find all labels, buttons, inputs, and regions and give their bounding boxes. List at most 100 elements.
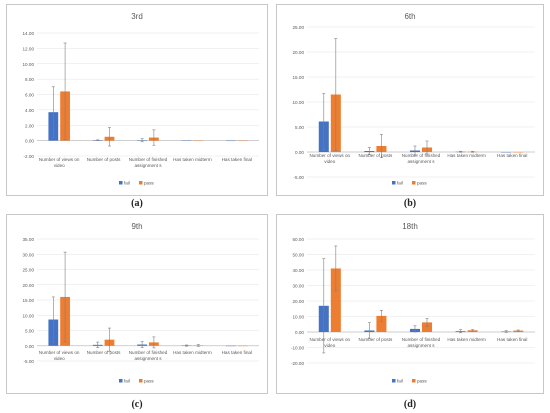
x-tick-label-line: Number of finished xyxy=(129,157,168,162)
y-tick-label: 15.00 xyxy=(293,75,305,80)
legend-swatch-pass xyxy=(139,379,143,383)
legend-label-pass: pass xyxy=(144,181,154,186)
x-tick-label: Number of finished assignment s xyxy=(129,350,168,361)
y-tick-label: 8.00 xyxy=(25,77,34,82)
x-tick-label-line: Number of views on xyxy=(309,337,350,342)
y-tick-label: 0.00 xyxy=(25,139,34,144)
x-tick-label: Number of finished assignment s xyxy=(129,157,168,168)
y-tick-label: -2.00 xyxy=(24,154,35,159)
x-tick-label-line: assignment s xyxy=(134,163,162,168)
x-tick-label-line: assignment s xyxy=(407,159,435,164)
chart-9th: 9th 35.00 30.00 25.00 20.00 15.00 10.00 5.00 0.0… xyxy=(23,222,259,384)
caption-d: (d) xyxy=(403,399,417,410)
legend-label-pass: pass xyxy=(417,379,427,384)
x-tick-label-line: Number of posts xyxy=(359,153,393,158)
chart-title: 9th xyxy=(131,222,142,231)
x-tick-label-line: Has taken final xyxy=(497,337,527,342)
caption-a: (a) xyxy=(131,198,143,209)
x-tick-label: Has taken final xyxy=(497,153,527,158)
y-tick-label: 12.00 xyxy=(23,46,35,51)
x-tick-label-line: Has taken midterm xyxy=(447,153,486,158)
x-tick-label: Number of posts xyxy=(87,157,121,162)
chart-panel-c: 9th 35.00 30.00 25.00 20.00 15.00 10.00 5.00 0.0… xyxy=(6,214,268,394)
y-tick-label: 60.00 xyxy=(293,237,305,242)
y-tick-label: 0.00 xyxy=(295,330,304,335)
y-tick-label: 2.00 xyxy=(25,123,34,128)
y-tick-label: 10.00 xyxy=(293,315,305,320)
x-tick-label: Number of finished assignment s xyxy=(402,337,441,348)
x-tick-label-line: Has taken final xyxy=(222,350,252,355)
chart-title: 18th xyxy=(402,222,418,231)
x-tick-label: Number of views on video xyxy=(309,337,350,348)
x-tick-label-line: Number of views on xyxy=(309,153,350,158)
x-tick-label: Has taken final xyxy=(497,337,527,342)
chart-6th: 6th 25.00 20.00 15.00 10.00 5.00 0.00 -5.00 Numb… xyxy=(293,12,535,186)
legend-label-fail: fail xyxy=(124,181,130,186)
chart-panel-b: 6th 25.00 20.00 15.00 10.00 5.00 0.00 -5.00 Numb… xyxy=(276,4,544,196)
legend-swatch-pass xyxy=(412,379,416,383)
legend-label-pass: pass xyxy=(144,379,154,384)
x-tick-label-line: Has taken midterm xyxy=(447,337,486,342)
x-tick-label-line: video xyxy=(54,356,65,361)
chart-panel-a: 3rd 14.00 12.00 10.00 8.00 6.00 4.00 2.00 0.00 -2… xyxy=(6,4,268,196)
x-tick-label-line: Has taken midterm xyxy=(173,350,212,355)
x-tick-label: Number of views on video xyxy=(39,157,80,168)
y-tick-label: -5.00 xyxy=(294,175,305,180)
x-tick-label-line: video xyxy=(324,343,335,348)
chart-18th: 18th 60.00 50.00 40.00 30.00 20.00 10.00 0.00 -1… xyxy=(291,222,535,384)
y-tick-label: 6.00 xyxy=(25,93,34,98)
chart-3rd: 3rd 14.00 12.00 10.00 8.00 6.00 4.00 2.00 0.00 -2… xyxy=(23,12,259,186)
y-tick-label: 30.00 xyxy=(23,252,35,257)
caption-c: (c) xyxy=(131,399,143,410)
y-tick-label: 30.00 xyxy=(293,284,305,289)
bar-pass xyxy=(422,322,433,332)
x-tick-label: Number of posts xyxy=(87,350,121,355)
x-tick-label: Number of posts xyxy=(359,153,393,158)
x-tick-label-line: Number of views on xyxy=(39,350,80,355)
y-tick-label: 5.00 xyxy=(295,125,304,130)
legend-swatch-fail xyxy=(119,181,123,185)
y-tick-label: 4.00 xyxy=(25,108,34,113)
y-tick-label: 10.00 xyxy=(23,313,35,318)
x-tick-label-line: Has taken final xyxy=(497,153,527,158)
x-tick-label: Number of finished assignment s xyxy=(402,153,441,164)
legend-label-fail: fail xyxy=(397,181,403,186)
bar-pass xyxy=(330,268,341,332)
x-tick-label-line: assignment s xyxy=(407,343,435,348)
x-tick-label: Has taken final xyxy=(222,350,252,355)
y-tick-label: 25.00 xyxy=(293,25,305,30)
y-tick-label: 20.00 xyxy=(23,283,35,288)
x-tick-label: Number of views on video xyxy=(39,350,80,361)
y-tick-label: 40.00 xyxy=(293,268,305,273)
y-tick-label: 20.00 xyxy=(293,50,305,55)
legend-swatch-pass xyxy=(412,181,416,185)
x-tick-label-line: Number of finished xyxy=(402,153,441,158)
x-tick-label: Has taken midterm xyxy=(173,350,212,355)
bar-pass xyxy=(376,315,387,332)
x-tick-label: Has taken midterm xyxy=(173,157,212,162)
y-tick-label: 0.00 xyxy=(295,150,304,155)
x-tick-label-line: Number of finished xyxy=(129,350,168,355)
y-tick-label: 0.00 xyxy=(25,344,34,349)
y-tick-label: 25.00 xyxy=(23,268,35,273)
y-tick-label: 15.00 xyxy=(23,298,35,303)
y-tick-label: -20.00 xyxy=(291,361,304,366)
x-tick-label-line: assignment s xyxy=(134,356,162,361)
x-tick-label-line: Number of posts xyxy=(359,337,393,342)
legend-swatch-fail xyxy=(119,379,123,383)
legend-label-pass: pass xyxy=(417,181,427,186)
y-tick-label: 20.00 xyxy=(293,299,305,304)
y-tick-label: 50.00 xyxy=(293,253,305,258)
x-tick-label: Has taken midterm xyxy=(447,153,486,158)
y-tick-label: 35.00 xyxy=(23,237,35,242)
x-tick-label-line: Number of views on xyxy=(39,157,80,162)
legend-swatch-pass xyxy=(139,181,143,185)
x-tick-label-line: Number of posts xyxy=(87,157,121,162)
x-tick-label: Has taken midterm xyxy=(447,337,486,342)
legend-label-fail: fail xyxy=(124,379,130,384)
y-tick-label: 14.00 xyxy=(23,31,35,36)
x-tick-label-line: Has taken final xyxy=(222,157,252,162)
y-tick-label: 10.00 xyxy=(293,100,305,105)
x-tick-label-line: Has taken midterm xyxy=(173,157,212,162)
x-tick-label-line: video xyxy=(54,163,65,168)
